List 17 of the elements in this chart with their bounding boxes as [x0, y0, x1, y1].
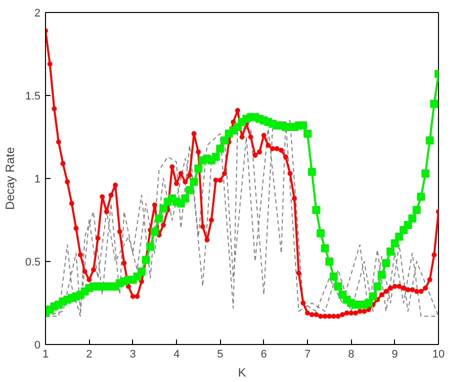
- x-tick-label: 9: [392, 348, 398, 360]
- y-tick-label: 0.5: [25, 256, 41, 268]
- y-axis-title: Decay Rate: [3, 146, 18, 210]
- y-tick-label: 2: [34, 8, 41, 20]
- x-tick-label: 3: [130, 348, 136, 360]
- x-tick-label: 2: [86, 348, 92, 360]
- x-tick-label: 6: [260, 348, 267, 360]
- x-tick-label: 4: [173, 348, 180, 360]
- y-tick-label: 1.5: [25, 90, 41, 102]
- y-tick-label: 0: [34, 340, 41, 352]
- x-tick-label: 5: [217, 348, 224, 360]
- x-tick-label: 8: [348, 348, 354, 360]
- y-tick-label: 1: [34, 174, 41, 186]
- x-tick-label: 10: [432, 348, 445, 360]
- x-axis-title: K: [238, 366, 246, 380]
- x-tick-label: 1: [42, 348, 49, 360]
- x-tick-label: 7: [304, 348, 311, 360]
